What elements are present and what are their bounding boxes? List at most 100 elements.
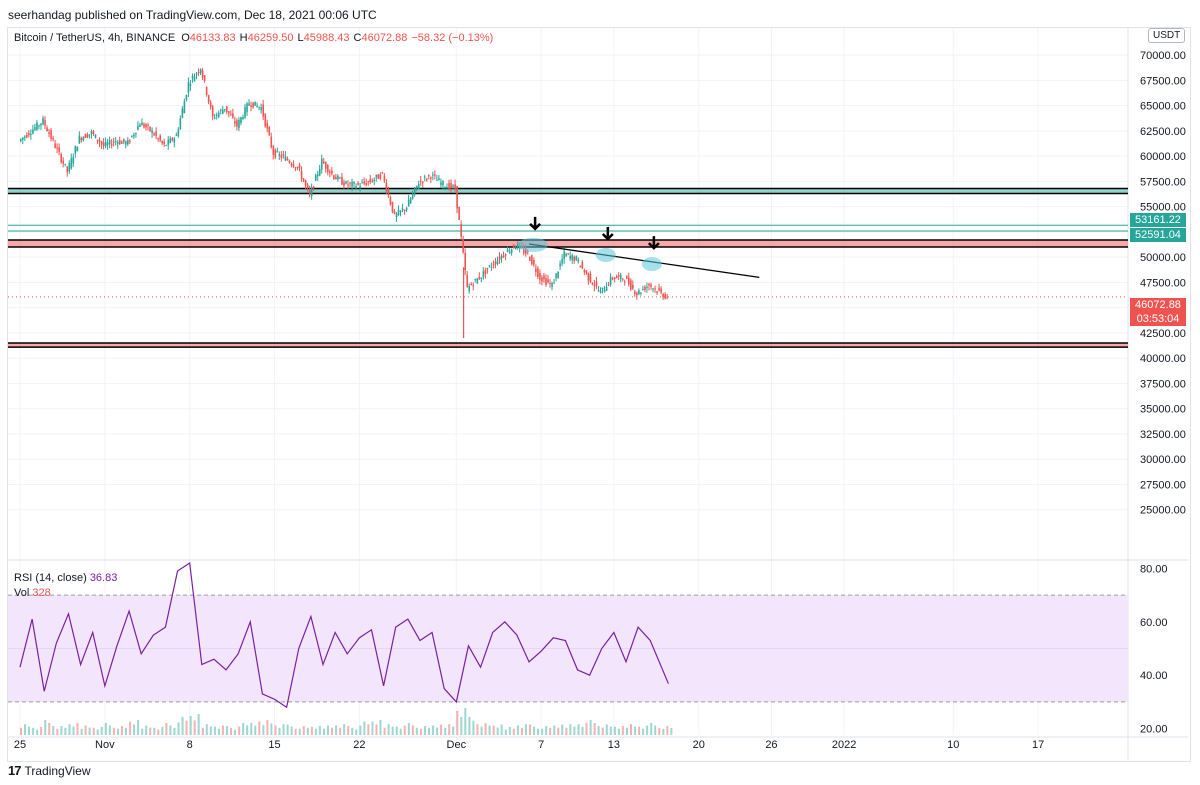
volume-bar xyxy=(254,725,257,735)
candle-body xyxy=(110,143,113,146)
footer-brand[interactable]: 17 TradingView xyxy=(8,763,91,778)
candle-body xyxy=(335,177,337,180)
volume-bar xyxy=(347,726,350,735)
candle-body xyxy=(646,286,648,288)
candle-body xyxy=(434,174,436,176)
symbol-title[interactable]: Bitcoin / TetherUS, 4h, BINANCE xyxy=(14,32,176,44)
support-resistance-levels xyxy=(8,187,1128,348)
candle-body xyxy=(44,120,46,126)
time-tick-label: Nov xyxy=(95,739,115,751)
candle-body xyxy=(129,140,131,142)
volume-bar xyxy=(169,725,172,735)
candle-body xyxy=(116,142,119,145)
candle-body xyxy=(189,84,192,86)
candle-body xyxy=(666,296,668,298)
candle-body xyxy=(448,183,450,190)
candle-body xyxy=(452,185,454,187)
volume-bar xyxy=(108,725,111,735)
volume-bar xyxy=(476,724,479,735)
volume-bar xyxy=(403,725,406,735)
candle-body xyxy=(656,291,658,293)
candle-body xyxy=(329,171,331,173)
volume-bar xyxy=(371,721,374,735)
time-tick-label: 26 xyxy=(765,739,777,751)
candle-body xyxy=(145,124,147,128)
candle-body xyxy=(636,292,638,296)
candle-body xyxy=(333,175,335,180)
volume-bar xyxy=(40,726,43,735)
candle-body xyxy=(591,283,594,285)
volume-bar xyxy=(589,720,592,735)
candle-body xyxy=(516,244,519,248)
candle-body xyxy=(579,265,582,268)
candle-body xyxy=(312,186,315,188)
candle-body xyxy=(205,87,208,96)
candle-body xyxy=(615,276,618,279)
candle-body xyxy=(401,208,404,211)
rsi-label[interactable]: RSI (14, close) xyxy=(14,572,87,584)
volume-bar xyxy=(28,726,30,735)
candle-body xyxy=(589,274,592,283)
candle-body xyxy=(623,281,626,283)
candle-body xyxy=(232,113,234,118)
open-value: 46133.83 xyxy=(189,32,236,44)
price-tick-label: 67500.00 xyxy=(1140,75,1186,87)
candle-body xyxy=(480,277,483,279)
candle-body xyxy=(567,253,570,255)
level-zone xyxy=(8,343,1128,348)
volume-bar xyxy=(266,720,269,735)
candle-body xyxy=(355,186,357,189)
candle-body xyxy=(181,108,184,118)
volume-bar xyxy=(496,727,499,735)
candle-body xyxy=(375,174,378,178)
candle-body xyxy=(137,125,139,130)
candle-body xyxy=(359,186,361,188)
volume-bar xyxy=(601,727,604,735)
volume-bar xyxy=(246,725,249,735)
rsi-polyline xyxy=(19,561,669,709)
candle-body xyxy=(373,179,376,181)
volume-bar xyxy=(379,720,382,735)
candle-body xyxy=(563,251,565,259)
candle-body xyxy=(108,140,111,145)
candle-body xyxy=(417,184,420,190)
volume-bar xyxy=(529,724,532,735)
candle-body xyxy=(325,162,327,169)
candle-body xyxy=(40,123,42,126)
arrow-down-icon xyxy=(601,226,614,241)
candle-body xyxy=(403,209,406,211)
volume-bar xyxy=(520,727,523,735)
candle-body xyxy=(533,259,535,265)
volume-bar xyxy=(561,724,564,735)
volume-bar xyxy=(36,729,39,735)
low-label: L xyxy=(297,32,304,44)
candle-body xyxy=(258,106,260,108)
candle-body xyxy=(363,181,365,184)
candle-body xyxy=(470,283,473,286)
candle-body xyxy=(506,249,509,252)
candle-body xyxy=(296,166,299,168)
arrow-down-icon xyxy=(647,236,660,250)
volume-bar xyxy=(205,724,208,735)
price-tick-label: 27500.00 xyxy=(1140,479,1186,491)
volume-bar xyxy=(331,727,333,735)
candle-body xyxy=(454,184,456,189)
candle-body xyxy=(94,134,97,139)
candle-body xyxy=(377,174,380,179)
volume-bar xyxy=(173,727,176,735)
volume-bar xyxy=(185,720,188,735)
vol-label[interactable]: Vol xyxy=(14,587,30,599)
currency-button[interactable]: USDT xyxy=(1148,28,1186,43)
candle-body xyxy=(195,73,198,75)
candle-body xyxy=(444,187,446,189)
candle-body xyxy=(595,281,598,286)
volume-bar xyxy=(165,723,168,735)
candle-body xyxy=(585,270,588,274)
arrow-down-icon xyxy=(529,216,541,231)
candle-body xyxy=(498,256,501,260)
candle-body xyxy=(167,139,170,146)
candle-body xyxy=(320,158,323,170)
candle-body xyxy=(343,182,345,186)
volume-bar xyxy=(209,726,212,735)
